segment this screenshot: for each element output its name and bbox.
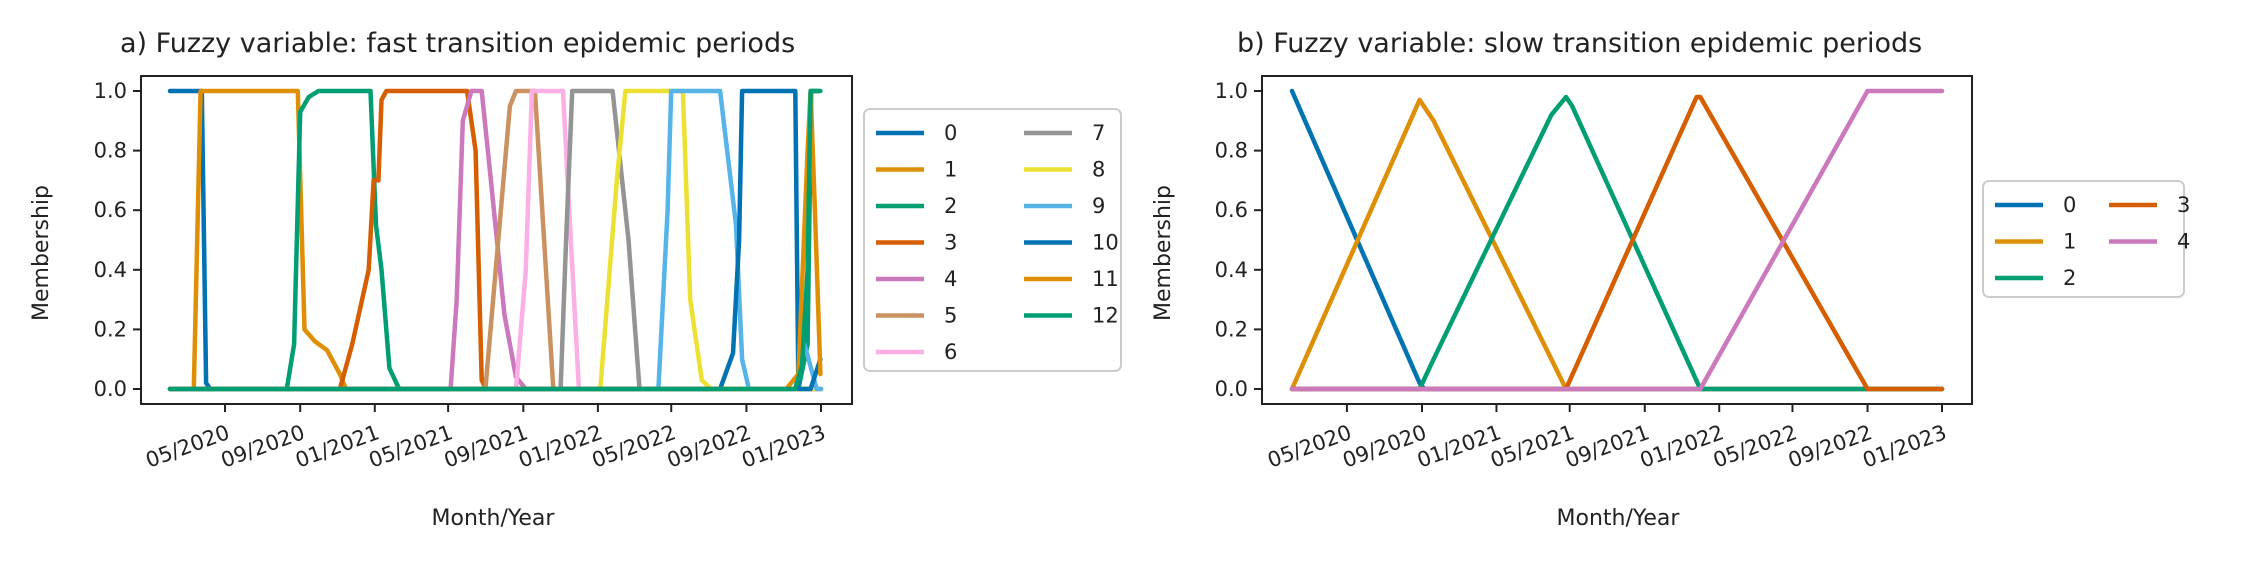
y-tick-label: 1.0 <box>1215 79 1248 103</box>
x-tick-label: 09/2020 <box>218 420 308 472</box>
legend-box <box>863 108 1122 372</box>
series-line-3 <box>1289 94 1945 392</box>
series-line-3 <box>167 88 824 392</box>
y-tick-label: 0.4 <box>94 258 127 282</box>
y-tick-label: 0.6 <box>94 198 127 222</box>
panel-b-ylabel: Membership <box>1151 185 1176 321</box>
legend-label: 3 <box>2177 193 2190 217</box>
y-tick-label: 0.4 <box>1215 258 1248 282</box>
x-tick-label: 01/2023 <box>1860 420 1950 472</box>
x-tick-label: 01/2021 <box>1414 420 1504 472</box>
legend-label: 1 <box>2063 230 2076 254</box>
y-tick-label: 1.0 <box>94 79 127 103</box>
legend-label: 6 <box>944 340 957 364</box>
x-tick-label: 09/2022 <box>1785 420 1875 472</box>
y-tick-label: 0.6 <box>1215 198 1248 222</box>
x-tick-label: 05/2021 <box>1487 420 1577 472</box>
legend-label: 10 <box>1092 231 1119 255</box>
legend-label: 4 <box>2177 230 2190 254</box>
series-line-5 <box>167 88 824 392</box>
x-tick-label: 01/2022 <box>515 420 605 472</box>
panel-a: a) Fuzzy variable: fast transition epide… <box>29 28 1122 531</box>
series-line-4 <box>1289 88 1945 392</box>
series-line-12 <box>167 88 823 392</box>
legend-label: 8 <box>1092 158 1105 182</box>
panel-b-xlabel: Month/Year <box>1557 506 1681 531</box>
x-tick-label: 05/2020 <box>143 420 233 472</box>
y-tick-label: 0.0 <box>1215 377 1248 401</box>
panel-b-plot-area: 0.00.20.40.60.81.005/202009/202001/20210… <box>1215 75 1973 473</box>
series-line-7 <box>167 88 824 392</box>
legend-label: 9 <box>1092 194 1105 218</box>
y-tick-label: 0.8 <box>94 139 127 163</box>
y-tick-label: 0.0 <box>94 377 127 401</box>
x-tick-label: 05/2022 <box>589 420 679 472</box>
legend-label: 5 <box>944 304 957 328</box>
series-line-6 <box>167 88 824 392</box>
y-tick-label: 0.2 <box>94 317 127 341</box>
x-tick-label: 01/2022 <box>1637 420 1727 472</box>
x-tick-label: 05/2020 <box>1264 420 1354 472</box>
x-tick-label: 01/2021 <box>292 420 382 472</box>
series-line-2 <box>167 88 821 392</box>
legend-label: 3 <box>944 231 957 255</box>
panel-a-xlabel: Month/Year <box>432 506 556 531</box>
x-tick-label: 09/2020 <box>1340 420 1430 472</box>
legend-label: 7 <box>1092 121 1105 145</box>
y-tick-label: 0.8 <box>1215 139 1248 163</box>
x-tick-label: 09/2021 <box>1562 420 1652 472</box>
legend-label: 1 <box>944 158 957 182</box>
x-tick-label: 01/2023 <box>739 420 829 472</box>
legend-label: 0 <box>2063 193 2076 217</box>
x-tick-label: 09/2021 <box>441 420 531 472</box>
legend-label: 11 <box>1092 267 1119 291</box>
panel-a-plot-area: 0.00.20.40.60.81.005/202009/202001/20210… <box>94 75 853 473</box>
series-line-10 <box>167 88 823 392</box>
legend-label: 2 <box>944 194 957 218</box>
legend-label: 12 <box>1092 304 1119 328</box>
series-line-4 <box>167 88 824 392</box>
x-tick-label: 05/2022 <box>1710 420 1800 472</box>
series-line-2 <box>1289 94 1945 392</box>
y-tick-label: 0.2 <box>1215 317 1248 341</box>
legend-label: 2 <box>2063 266 2076 290</box>
legend-box <box>1982 180 2185 298</box>
panel-b-legend: 0 1 2 3 4 <box>1982 180 2190 298</box>
legend-label: 4 <box>944 267 957 291</box>
series-line-9 <box>167 88 824 392</box>
panel-a-title: a) Fuzzy variable: fast transition epide… <box>120 28 795 59</box>
panel-a-ylabel: Membership <box>29 185 54 321</box>
axes-frame <box>140 75 853 405</box>
panel-b: b) Fuzzy variable: slow transition epide… <box>1151 28 2190 531</box>
x-tick-label: 05/2021 <box>366 420 456 472</box>
x-tick-label: 09/2022 <box>664 420 754 472</box>
legend-label: 0 <box>944 121 957 145</box>
panel-b-title: b) Fuzzy variable: slow transition epide… <box>1237 28 1922 59</box>
axes-frame <box>1261 75 1973 405</box>
